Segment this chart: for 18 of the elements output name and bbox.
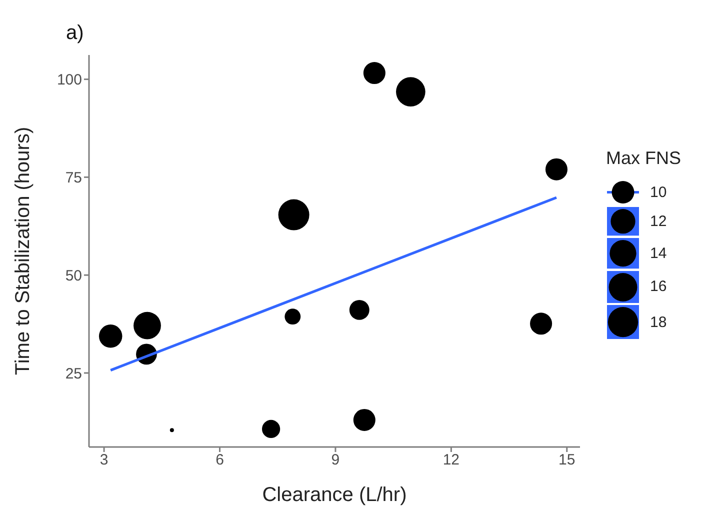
x-tick-label: 6 [216,452,224,469]
y-tick-label: 100 [56,72,82,89]
legend-label: 12 [650,213,667,230]
legend-label: 14 [650,244,667,262]
y-tick-label: 25 [65,365,82,382]
y-axis-title: Time to Stabilization (hours) [12,126,34,376]
legend-label: 16 [650,278,667,296]
y-tick-label: 75 [65,170,82,187]
legend-label: 18 [650,314,667,331]
legend-label: 10 [650,184,667,201]
legend-title: Max FNS [606,148,682,169]
x-tick-label: 9 [331,452,340,469]
x-tick-label: 15 [558,452,576,469]
x-tick-label: 3 [100,452,108,469]
y-tick-label: 50 [65,267,82,284]
x-tick-label: 12 [442,452,460,469]
chart-title: a) [66,22,84,45]
x-axis-title: Clearance (L/hr) [262,484,407,506]
